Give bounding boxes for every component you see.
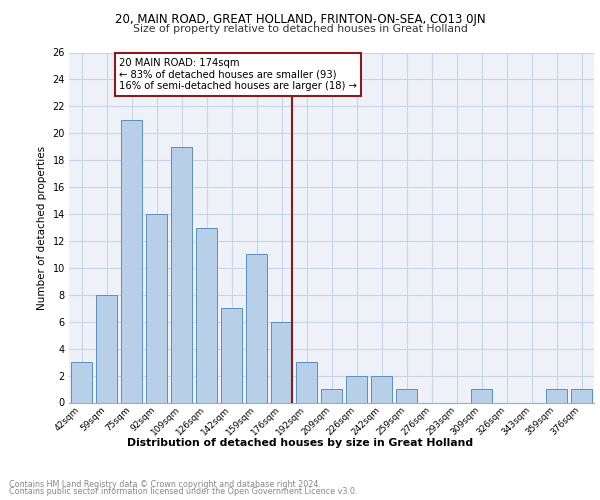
Text: Contains HM Land Registry data © Crown copyright and database right 2024.: Contains HM Land Registry data © Crown c…	[9, 480, 321, 489]
Y-axis label: Number of detached properties: Number of detached properties	[37, 146, 47, 310]
Bar	[246, 254, 267, 402]
Text: 20, MAIN ROAD, GREAT HOLLAND, FRINTON-ON-SEA, CO13 0JN: 20, MAIN ROAD, GREAT HOLLAND, FRINTON-ON…	[115, 12, 485, 26]
Bar	[171, 146, 192, 402]
Bar	[321, 389, 342, 402]
Text: Size of property relative to detached houses in Great Holland: Size of property relative to detached ho…	[133, 24, 467, 34]
Text: Distribution of detached houses by size in Great Holland: Distribution of detached houses by size …	[127, 438, 473, 448]
Bar	[371, 376, 392, 402]
Bar	[196, 228, 217, 402]
Text: 20 MAIN ROAD: 174sqm
← 83% of detached houses are smaller (93)
16% of semi-detac: 20 MAIN ROAD: 174sqm ← 83% of detached h…	[119, 58, 357, 91]
Bar	[571, 389, 592, 402]
Bar	[346, 376, 367, 402]
Bar	[146, 214, 167, 402]
Bar	[121, 120, 142, 403]
Bar	[471, 389, 492, 402]
Bar	[546, 389, 567, 402]
Bar	[71, 362, 92, 403]
Bar	[271, 322, 292, 402]
Bar	[221, 308, 242, 402]
Bar	[296, 362, 317, 403]
Bar	[96, 295, 117, 403]
Bar	[396, 389, 417, 402]
Text: Contains public sector information licensed under the Open Government Licence v3: Contains public sector information licen…	[9, 487, 358, 496]
